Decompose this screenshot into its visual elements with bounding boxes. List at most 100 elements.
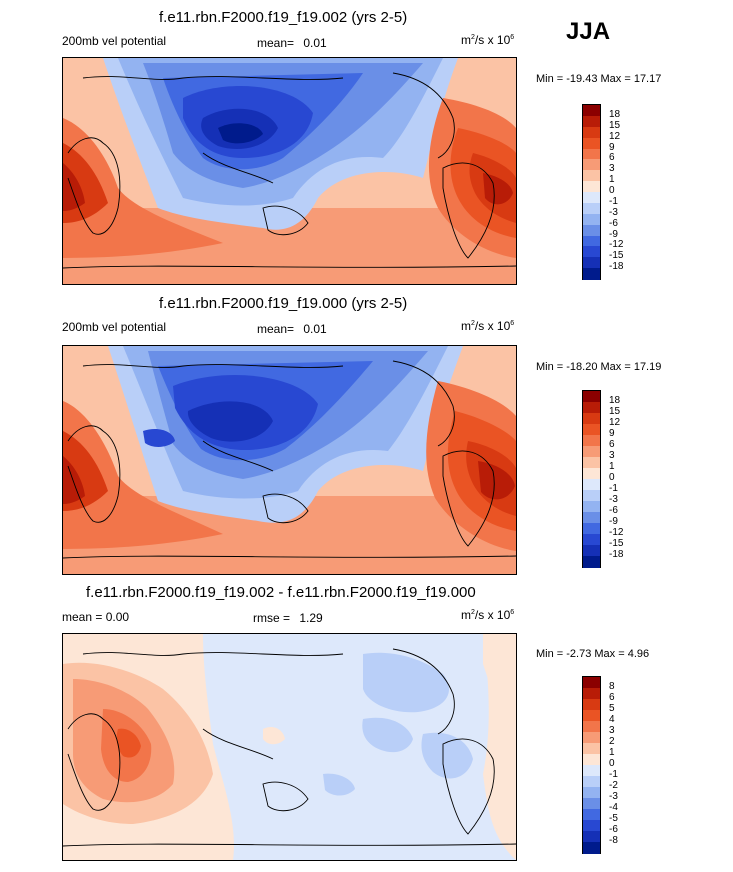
panel-3-map bbox=[62, 633, 517, 861]
colorbar-swatch bbox=[583, 743, 600, 755]
panel-2-colorbar: 18 15 12 9 6 3 1 0 -1 -3 -6 -9 -12 -15 -18 bbox=[582, 390, 642, 568]
colorbar-label: 12 bbox=[609, 130, 621, 142]
panel-2-mean-value: 0.01 bbox=[303, 322, 327, 336]
colorbar-label: -8 bbox=[609, 835, 618, 846]
panel-1-map bbox=[62, 57, 517, 285]
colorbar-label: 15 bbox=[609, 119, 621, 131]
colorbar-label: 15 bbox=[609, 406, 621, 417]
colorbar-label: -18 bbox=[609, 549, 624, 560]
panel-2-minmax: Min = -18.20 Max = 17.19 bbox=[536, 361, 662, 373]
colorbar-label: 1 bbox=[609, 461, 615, 472]
colorbar-label: 18 bbox=[609, 395, 621, 406]
panel-3-rmse: rmse = 1.29 bbox=[253, 611, 323, 625]
colorbar-swatch bbox=[583, 181, 600, 193]
colorbar-swatch bbox=[583, 787, 600, 799]
colorbar-label: -18 bbox=[609, 261, 624, 273]
colorbar-swatch bbox=[583, 402, 600, 414]
colorbar-label: 3 bbox=[609, 163, 615, 175]
season-label: JJA bbox=[566, 18, 611, 45]
colorbar-swatch bbox=[583, 202, 600, 215]
colorbar-label: -3 bbox=[609, 206, 618, 218]
colorbar-swatch bbox=[583, 424, 600, 436]
colorbar-label: 6 bbox=[609, 152, 615, 164]
panel-3-colorbar-swatches bbox=[582, 676, 601, 854]
colorbar-swatch bbox=[583, 820, 600, 832]
colorbar-swatch bbox=[583, 710, 600, 722]
panel-2-mean-label: mean= bbox=[257, 322, 295, 336]
colorbar-swatch bbox=[583, 192, 600, 204]
colorbar-label: -15 bbox=[609, 250, 624, 262]
colorbar-label: 4 bbox=[609, 714, 615, 725]
colorbar-swatch bbox=[583, 688, 600, 700]
colorbar-label: 0 bbox=[609, 472, 615, 483]
colorbar-swatch bbox=[583, 235, 600, 247]
colorbar-label: 12 bbox=[609, 417, 621, 428]
colorbar-swatch bbox=[583, 776, 600, 788]
colorbar-swatch bbox=[583, 224, 600, 236]
colorbar-swatch bbox=[583, 257, 600, 269]
panel-1-colorbar-swatches bbox=[582, 104, 601, 280]
panel-1-field-label: 200mb vel potential bbox=[62, 34, 167, 48]
panel-1-mean: mean= 0.01 bbox=[257, 36, 327, 50]
colorbar-label: -6 bbox=[609, 217, 618, 229]
panel-2-units: m2/s x 106 bbox=[461, 319, 515, 333]
colorbar-label: -6 bbox=[609, 824, 618, 835]
colorbar-swatch bbox=[583, 457, 600, 469]
colorbar-swatch bbox=[583, 446, 600, 458]
colorbar-label: 2 bbox=[609, 736, 615, 747]
panel-2-field-label: 200mb vel potential bbox=[62, 320, 167, 334]
colorbar-label: -1 bbox=[609, 483, 618, 494]
colorbar-swatch bbox=[583, 159, 600, 171]
colorbar-swatch bbox=[583, 677, 600, 689]
colorbar-swatch bbox=[583, 391, 600, 403]
panel-1-mean-label: mean= bbox=[257, 36, 295, 50]
colorbar-swatch bbox=[583, 213, 600, 226]
panel-1-title: f.e11.rbn.F2000.f19_f19.002 (yrs 2-5) bbox=[159, 9, 408, 26]
colorbar-swatch bbox=[583, 732, 600, 744]
colorbar-swatch bbox=[583, 842, 600, 854]
colorbar-swatch bbox=[583, 105, 600, 117]
colorbar-label: 3 bbox=[609, 725, 615, 736]
colorbar-swatch bbox=[583, 137, 600, 149]
colorbar-swatch bbox=[583, 435, 600, 447]
colorbar-label: -4 bbox=[609, 802, 618, 813]
colorbar-swatch bbox=[583, 413, 600, 425]
colorbar-label: -1 bbox=[609, 195, 618, 207]
colorbar-swatch bbox=[583, 468, 600, 480]
colorbar-swatch bbox=[583, 115, 600, 128]
colorbar-label: 1 bbox=[609, 174, 615, 186]
colorbar-label: -15 bbox=[609, 538, 624, 549]
colorbar-label: -3 bbox=[609, 791, 618, 802]
colorbar-label: 9 bbox=[609, 141, 615, 153]
colorbar-swatch bbox=[583, 126, 600, 139]
panel-3-mean: mean = 0.00 bbox=[62, 610, 130, 624]
panel-3-rmse-value: 1.29 bbox=[299, 611, 323, 625]
colorbar-label: 0 bbox=[609, 185, 615, 196]
panel-3-units: m2/s x 106 bbox=[461, 608, 515, 622]
panel-1-colorbar: 18 15 12 9 6 3 1 0 -1 -3 -6 -9 -12 -15 -18 bbox=[582, 104, 642, 280]
colorbar-label: -1 bbox=[609, 769, 618, 780]
colorbar-label: 0 bbox=[609, 758, 615, 769]
colorbar-label: -3 bbox=[609, 494, 618, 505]
panel-2-map bbox=[62, 345, 517, 575]
panel-3-minmax: Min = -2.73 Max = 4.96 bbox=[536, 648, 650, 660]
colorbar-swatch bbox=[583, 754, 600, 766]
colorbar-label: 8 bbox=[609, 681, 615, 692]
colorbar-swatch bbox=[583, 170, 600, 182]
colorbar-swatch bbox=[583, 479, 600, 491]
colorbar-label: 3 bbox=[609, 450, 615, 461]
colorbar-label: 9 bbox=[609, 428, 615, 439]
colorbar-label: -6 bbox=[609, 505, 618, 516]
colorbar-swatch bbox=[583, 556, 600, 568]
colorbar-swatch bbox=[583, 501, 600, 513]
colorbar-label: -5 bbox=[609, 813, 618, 824]
colorbar-label: 6 bbox=[609, 692, 615, 703]
colorbar-swatch bbox=[583, 268, 600, 280]
colorbar-swatch bbox=[583, 534, 600, 546]
panel-1-units: m2/s x 106 bbox=[461, 33, 515, 47]
colorbar-label: 1 bbox=[609, 747, 615, 758]
panel-1-minmax: Min = -19.43 Max = 17.17 bbox=[536, 73, 662, 85]
colorbar-swatch bbox=[583, 765, 600, 777]
colorbar-label: -9 bbox=[609, 228, 618, 240]
panel-2-colorbar-swatches bbox=[582, 390, 601, 568]
